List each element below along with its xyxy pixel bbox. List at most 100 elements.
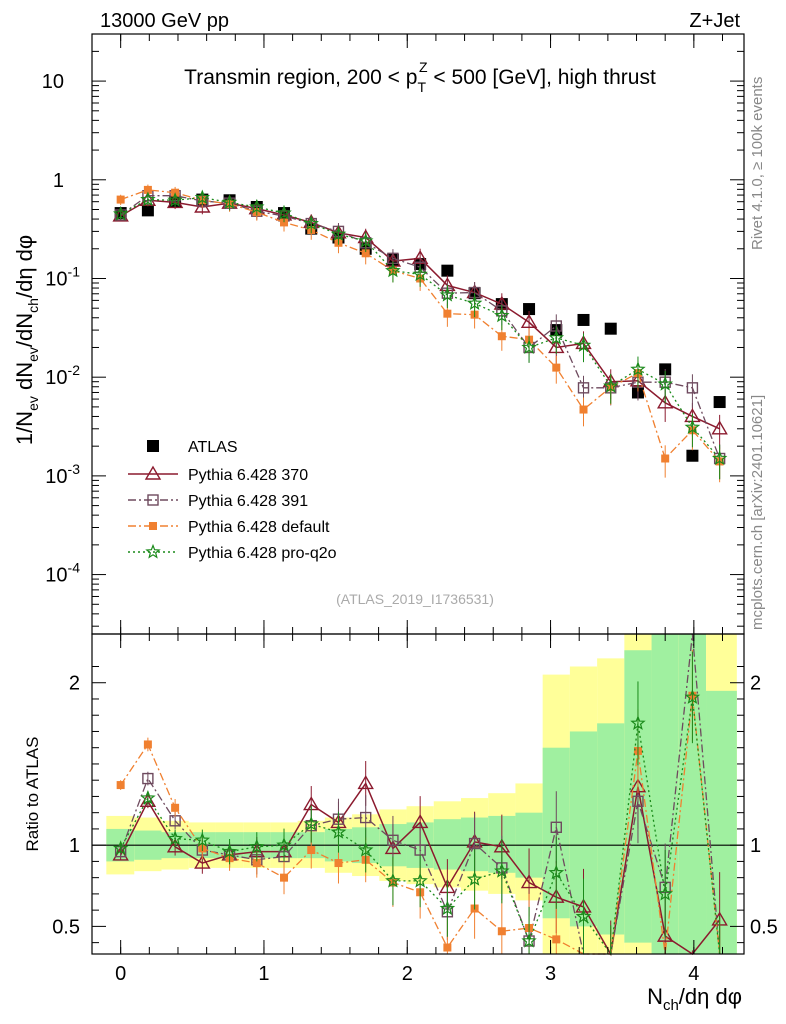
data-point — [603, 378, 619, 393]
legend-marker — [147, 494, 159, 506]
data-point — [577, 313, 590, 326]
legend-label: Pythia 6.428 370 — [188, 467, 308, 484]
legend: ATLAS Pythia 6.428 370 Pythia 6.428 391 Pyt… — [128, 439, 337, 562]
ratio-point — [385, 872, 401, 888]
y-tick-label: 10-1 — [45, 263, 80, 290]
ratio-tick-label-right: 1 — [750, 835, 761, 857]
data-point — [276, 204, 292, 220]
data-point — [497, 332, 506, 341]
main-panel-series — [112, 184, 728, 483]
data-point — [520, 313, 538, 328]
ratio-point — [307, 846, 316, 855]
data-point — [577, 382, 590, 394]
legend-marker — [149, 522, 157, 530]
ratio-point — [221, 843, 238, 859]
ratio-point — [112, 840, 129, 856]
data-point — [167, 192, 183, 207]
ratio-point — [359, 811, 372, 824]
ratio-point — [194, 832, 211, 847]
data-point — [280, 218, 289, 227]
ratio-point — [116, 781, 125, 790]
ratio-point — [166, 838, 184, 853]
ratio-point — [357, 775, 374, 790]
data-point — [686, 449, 699, 462]
ratio-point — [142, 772, 154, 785]
ratio-point — [303, 815, 319, 831]
data-point — [441, 264, 454, 277]
series-line-p370 — [120, 199, 720, 430]
data-point — [194, 189, 211, 205]
y-axis-label-ratio: Ratio to ATLAS — [23, 737, 42, 852]
ratio-point — [167, 830, 183, 846]
ratio-point — [334, 859, 343, 868]
ratio-point — [439, 900, 456, 916]
data-point — [684, 419, 701, 434]
data-point — [657, 375, 674, 391]
plot-title: Transmin region, 200 < pTZ < 500 [GeV], … — [184, 59, 656, 95]
y-axis-label-main: 1/Nev dNev/dNch/dη dφ — [12, 235, 41, 445]
ratio-tick-label-left: 2 — [69, 673, 80, 695]
ratio-point — [520, 874, 538, 889]
analysis-tag: (ATLAS_2019_I1736531) — [336, 591, 494, 607]
ratio-point — [521, 932, 537, 948]
data-point — [140, 191, 156, 207]
ratio-point — [330, 824, 347, 839]
data-point — [141, 204, 154, 217]
legend-entry-p391: Pythia 6.428 391 — [128, 493, 308, 510]
series-p391 — [114, 189, 726, 480]
data-point — [604, 322, 617, 335]
side-label-rivet: Rivet 4.1.0, ≥ 100k events — [749, 77, 766, 250]
data-point — [548, 329, 565, 345]
data-point — [521, 339, 537, 355]
data-point — [249, 198, 265, 214]
data-point — [357, 232, 374, 248]
ratio-point — [387, 834, 399, 846]
ratio-point — [468, 837, 481, 850]
ratio-line-pdef — [120, 695, 721, 955]
x-tick-label: 0 — [115, 963, 126, 985]
series-line-p391 — [120, 195, 721, 459]
y-tick-label: 10-2 — [45, 362, 80, 389]
band-green — [706, 690, 737, 954]
series-line-pq2o — [120, 196, 721, 459]
ratio-tick-label-left: 1 — [69, 835, 80, 857]
ratio-point — [140, 789, 156, 805]
legend-entry-p370: Pythia 6.428 370 — [128, 465, 308, 484]
data-point — [630, 361, 646, 376]
data-point — [552, 363, 561, 372]
ratio-point — [575, 908, 592, 924]
ratio-point — [493, 863, 510, 878]
legend-label: Pythia 6.428 default — [188, 519, 330, 536]
ratio-point — [412, 872, 428, 888]
y-tick-label: 10-4 — [45, 560, 80, 587]
data-point — [523, 303, 536, 316]
ratio-point — [684, 689, 701, 704]
ratio-point — [443, 943, 452, 952]
ratio-point — [249, 838, 265, 854]
ratio-point — [276, 837, 292, 852]
legend-label: Pythia 6.428 391 — [188, 493, 308, 510]
data-point — [439, 286, 456, 302]
data-point — [221, 194, 238, 210]
data-point — [661, 454, 670, 463]
ratio-point — [630, 715, 646, 730]
data-point — [711, 450, 728, 466]
legend-entry-pdef: Pythia 6.428 default — [128, 519, 330, 536]
legend-label: ATLAS — [188, 439, 238, 456]
data-point — [466, 295, 483, 310]
data-point — [143, 185, 152, 194]
data-point — [116, 195, 125, 204]
ratio-point — [171, 803, 180, 812]
legend-label: Pythia 6.428 pro-q2o — [188, 545, 337, 562]
data-point — [656, 394, 674, 409]
data-point — [112, 205, 129, 221]
x-tick-label: 3 — [545, 963, 556, 985]
ratio-series-pq2o — [112, 651, 721, 956]
x-tick-label: 2 — [402, 963, 413, 985]
data-point — [575, 337, 592, 352]
ratio-point — [632, 795, 644, 808]
ratio-point — [497, 927, 506, 936]
data-point — [686, 382, 699, 394]
ratio-tick-label-left: 0.5 — [52, 916, 80, 938]
y-tick-label: 10 — [42, 71, 64, 93]
